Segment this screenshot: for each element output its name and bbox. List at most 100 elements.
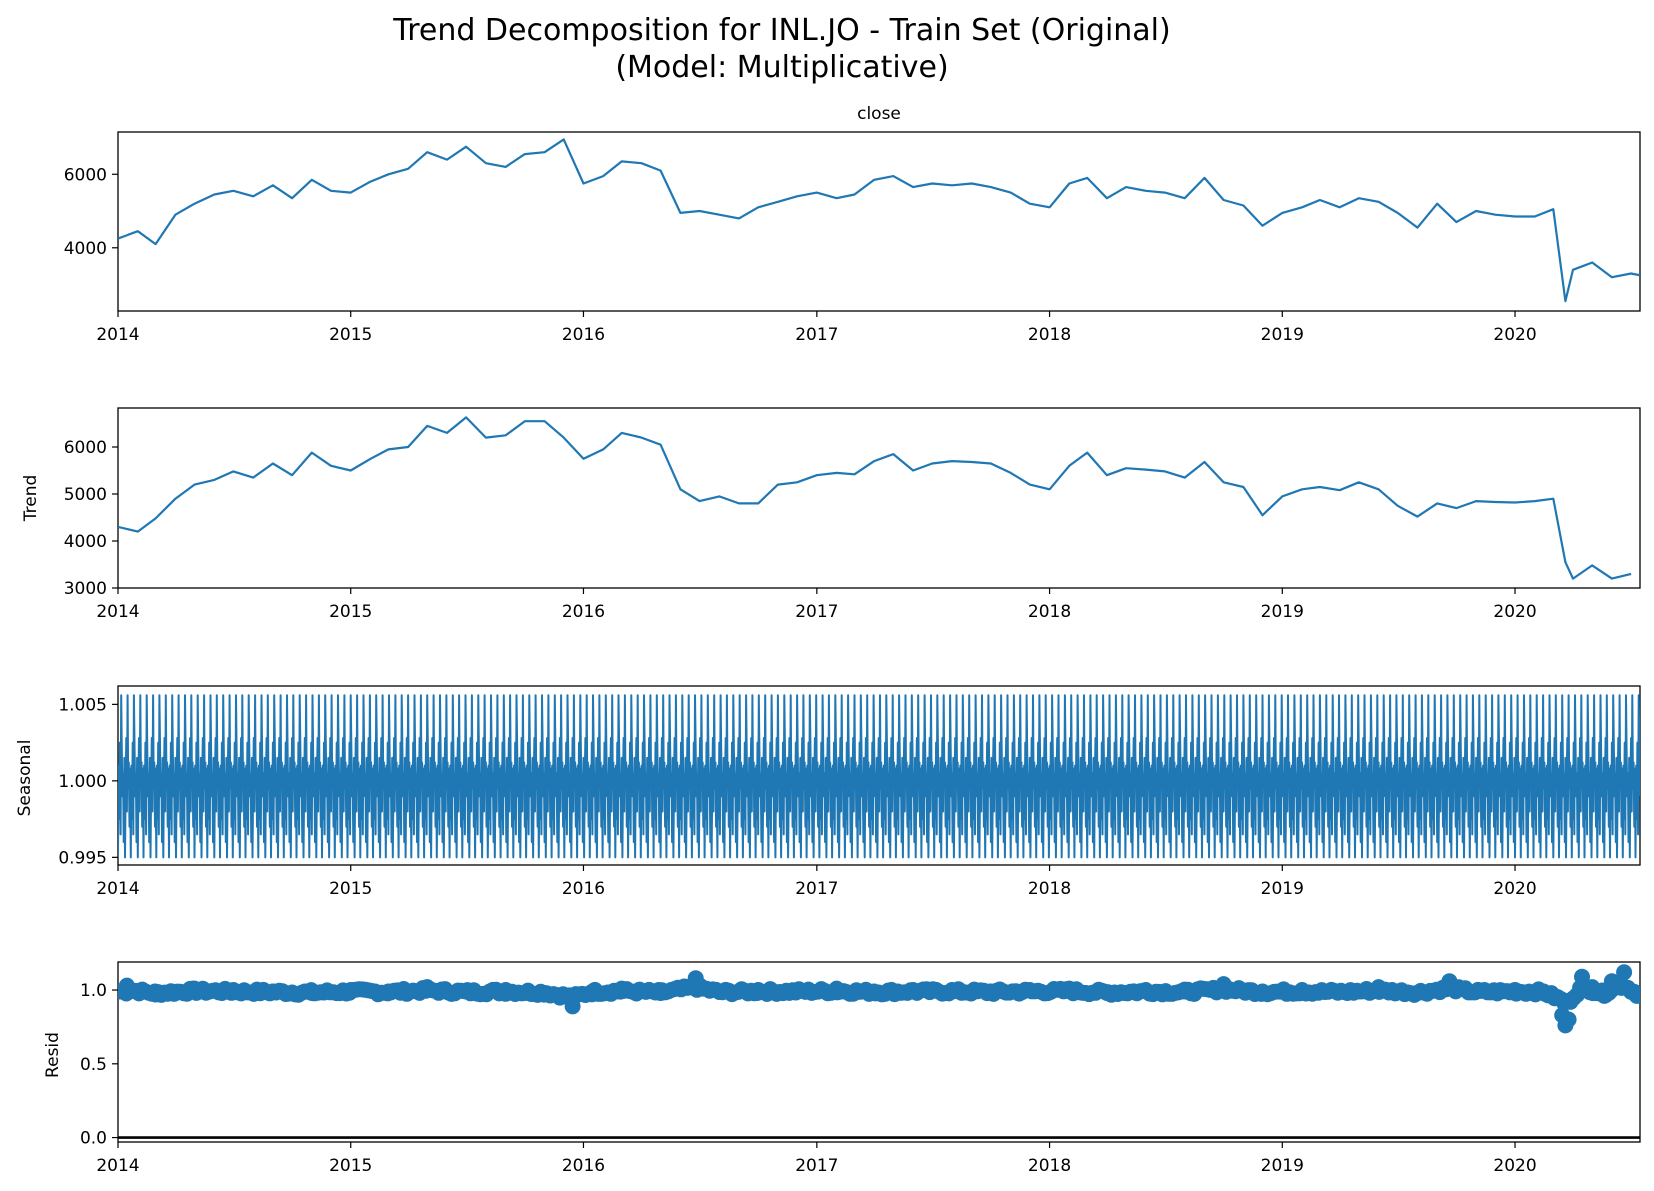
resid-point [1616, 964, 1633, 981]
axes-frame [117, 407, 1641, 589]
panel-resid: Resid 2014 2015 2016 2017 2018 2019 2020 0.0 0.5… [43, 961, 1641, 1176]
resid-point [1574, 968, 1590, 985]
x-tick-label: 2018 [1028, 325, 1071, 345]
y-tick-label: 0.995 [58, 848, 107, 868]
axes-frame [117, 961, 1641, 1143]
resid-point [1215, 976, 1232, 993]
x-tick-label: 2014 [96, 879, 139, 899]
resid-point [1441, 973, 1458, 990]
x-tick-label: 2020 [1493, 325, 1536, 345]
y-tick-label: 6000 [64, 165, 107, 185]
x-tick-label: 2015 [329, 879, 372, 899]
resid-point [186, 980, 203, 997]
resid-point [1535, 983, 1552, 1000]
ylabel-seasonal: Seasonal [15, 740, 35, 817]
x-tick-label: 2016 [562, 602, 605, 622]
resid-point [264, 983, 281, 1000]
y-tick-label: 1.0 [80, 981, 107, 1001]
x-tick-label: 2018 [1028, 602, 1071, 622]
y-tick-label: 5000 [64, 485, 107, 505]
seasonal-series-line [118, 694, 1640, 859]
resid-point [1294, 982, 1311, 998]
panel-title-close: close [857, 104, 901, 124]
y-tick-label: 1.005 [58, 695, 107, 715]
resid-point [1603, 973, 1620, 990]
resid-point [944, 982, 960, 998]
resid-point [613, 980, 630, 997]
resid-point [687, 970, 704, 987]
x-tick-label: 2020 [1493, 602, 1536, 622]
plot-area [118, 416, 1632, 580]
resid-point [584, 983, 601, 1000]
resid-point [1098, 985, 1115, 1001]
resid-point [1370, 979, 1387, 996]
resid-point [564, 998, 581, 1015]
resid-point [1584, 979, 1601, 996]
resid-point [303, 985, 320, 1001]
x-tick-label: 2019 [1261, 879, 1304, 899]
x-tick-label: 2015 [329, 1156, 372, 1176]
x-tick-label: 2016 [562, 1156, 605, 1176]
y-tick-label: 4000 [64, 239, 107, 259]
resid-point [1061, 980, 1078, 997]
resid-point [1176, 983, 1193, 1000]
x-tick-label: 2019 [1261, 1156, 1304, 1176]
resid-point [789, 982, 806, 998]
plot-area [118, 964, 1640, 1139]
x-tick-label: 2016 [562, 325, 605, 345]
trend-series-line [118, 416, 1632, 580]
x-tick-label: 2018 [1028, 1156, 1071, 1176]
figure-title-line1: Trend Decomposition for INL.JO - Train S… [392, 13, 1170, 48]
resid-point [342, 982, 359, 998]
figure-title-line2: (Model: Multiplicative) [615, 50, 948, 85]
resid-point [497, 982, 514, 998]
x-tick-label: 2015 [329, 602, 372, 622]
x-tick-label: 2016 [562, 879, 605, 899]
resid-point [536, 985, 553, 1001]
x-tick-label: 2014 [96, 1156, 139, 1176]
x-tick-label: 2019 [1261, 325, 1304, 345]
resid-point [1560, 1011, 1577, 1028]
x-tick-label: 2014 [96, 602, 139, 622]
y-tick-label: 3000 [64, 579, 107, 599]
resid-point [1409, 985, 1426, 1001]
resid-point [828, 980, 845, 997]
resid-point [458, 983, 475, 1000]
x-tick-label: 2017 [795, 1156, 838, 1176]
y-tick-label: 1.000 [58, 772, 107, 792]
resid-point [982, 983, 999, 1000]
panel-trend: Trend 2014 2015 2016 2017 2018 2019 2020 3000 40… [21, 407, 1641, 622]
resid-point [905, 982, 922, 998]
plot-area [118, 694, 1640, 859]
panel-seasonal: Seasonal 2014 2015 2016 2017 2018 2019 2020 0.9… [15, 685, 1641, 899]
x-tick-label: 2015 [329, 325, 372, 345]
x-tick-label: 2018 [1028, 879, 1071, 899]
x-tick-label: 2017 [795, 879, 838, 899]
resid-point [1628, 987, 1640, 1004]
ylabel-resid: Resid [43, 1032, 63, 1078]
y-tick-label: 0.5 [80, 1055, 107, 1075]
resid-point [1468, 983, 1485, 1000]
x-tick-label: 2017 [795, 325, 838, 345]
x-tick-label: 2017 [795, 602, 838, 622]
resid-point [380, 983, 397, 1000]
resid-point [1021, 982, 1038, 998]
y-tick-label: 6000 [64, 438, 107, 458]
resid-point [1254, 983, 1271, 1000]
ylabel-trend: Trend [21, 475, 41, 523]
resid-point [118, 977, 135, 994]
observed-series-line [118, 138, 1640, 303]
panel-observed: close 2014 2015 2016 2017 2018 2019 2020 4000 60… [64, 104, 1641, 345]
x-tick-label: 2014 [96, 325, 139, 345]
x-tick-label: 2020 [1493, 1156, 1536, 1176]
resid-point [147, 986, 164, 1003]
resid-point [1596, 987, 1613, 1004]
y-tick-label: 0.0 [80, 1129, 107, 1149]
resid-point [1331, 983, 1348, 1000]
resid-point [652, 985, 669, 1001]
resid-point [750, 982, 767, 998]
axes-frame [117, 131, 1641, 312]
x-tick-label: 2020 [1493, 879, 1536, 899]
resid-point [1507, 982, 1523, 998]
